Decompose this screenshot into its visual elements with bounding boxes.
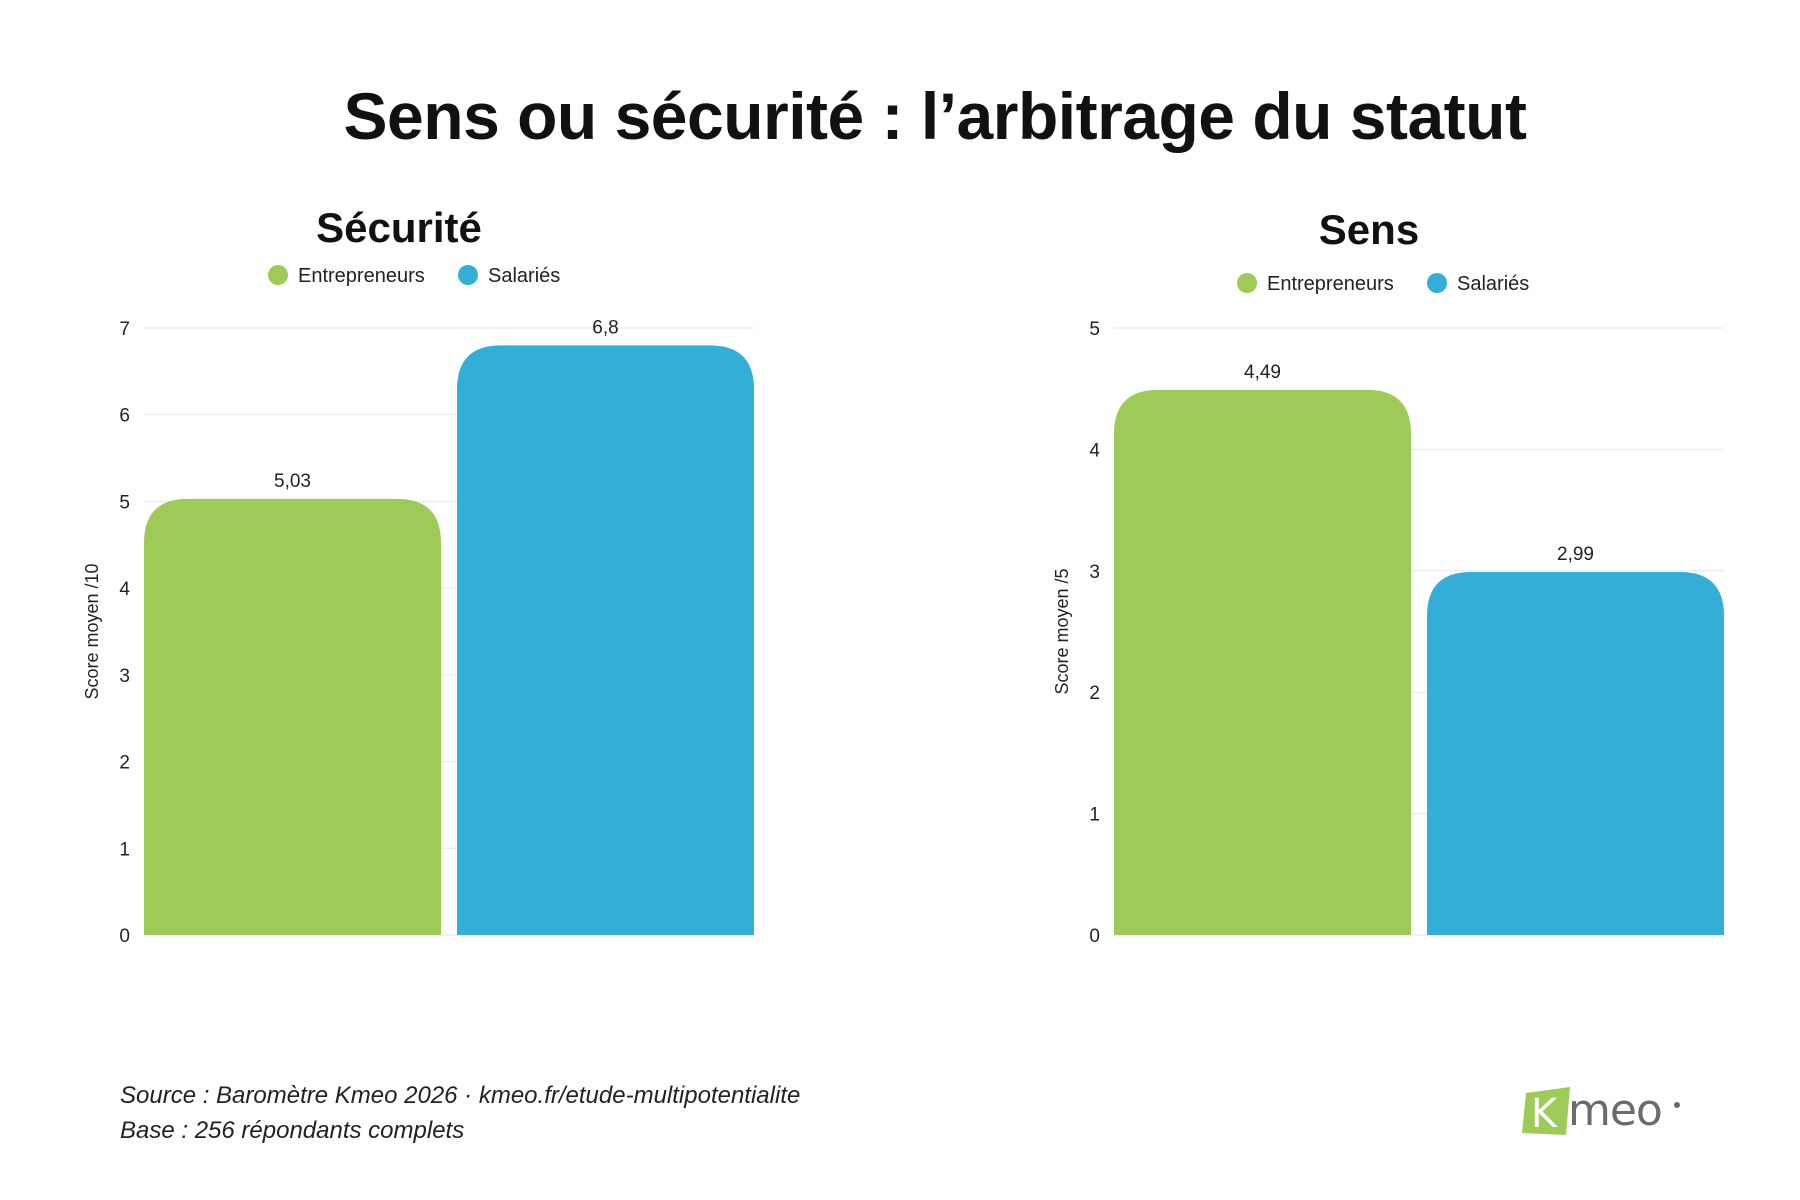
logo-letter: K	[1531, 1091, 1559, 1137]
base-line: Base : 256 répondants complets	[120, 1117, 465, 1144]
bar-value-label: 2,99	[1557, 544, 1594, 565]
legend-swatch-salaries	[458, 265, 478, 285]
y-tick-label: 0	[119, 926, 130, 947]
chart-title: Sens	[1319, 206, 1419, 253]
y-tick-label: 2	[119, 753, 130, 774]
y-tick-label: 4	[1089, 440, 1100, 461]
legend-label: Salariés	[1457, 273, 1529, 295]
source-line: Source : Baromètre Kmeo 2026 · kmeo.fr/e…	[120, 1082, 801, 1109]
legend-label: Entrepreneurs	[298, 265, 425, 287]
chart-title: Sécurité	[316, 204, 482, 251]
y-tick-label: 3	[119, 666, 130, 687]
bar-value-label: 6,8	[592, 317, 618, 338]
y-tick-label: 1	[1089, 805, 1100, 826]
y-tick-label: 5	[1089, 319, 1100, 340]
kmeo-logo: K meo	[1522, 1085, 1680, 1137]
legend-swatch-entrepreneurs	[1237, 273, 1257, 293]
bar-value-label: 5,03	[274, 471, 311, 492]
bar-entrepreneurs	[1114, 389, 1411, 935]
y-axis-label: Score moyen /10	[82, 563, 102, 699]
bar-salaries	[457, 345, 754, 935]
y-tick-label: 5	[119, 492, 130, 513]
y-tick-label: 0	[1089, 926, 1100, 947]
y-tick-label: 2	[1089, 683, 1100, 704]
y-tick-label: 1	[119, 839, 130, 860]
logo-badge	[1522, 1087, 1570, 1135]
bar-entrepreneurs	[144, 498, 441, 935]
legend-label: Entrepreneurs	[1267, 273, 1394, 295]
legend-swatch-entrepreneurs	[268, 265, 288, 285]
y-axis-label: Score moyen /5	[1052, 568, 1072, 694]
logo-text: meo	[1568, 1085, 1662, 1136]
main-title: Sens ou sécurité : l’arbitrage du statut	[343, 79, 1527, 153]
legend-label: Salariés	[488, 265, 560, 287]
bar-salaries	[1427, 572, 1724, 935]
y-tick-label: 7	[119, 319, 130, 340]
y-tick-label: 3	[1089, 562, 1100, 583]
logo-eye-icon	[1674, 1102, 1680, 1108]
y-tick-label: 6	[119, 406, 130, 427]
bar-value-label: 4,49	[1244, 362, 1281, 383]
y-tick-label: 4	[119, 579, 130, 600]
legend-swatch-salaries	[1427, 273, 1447, 293]
